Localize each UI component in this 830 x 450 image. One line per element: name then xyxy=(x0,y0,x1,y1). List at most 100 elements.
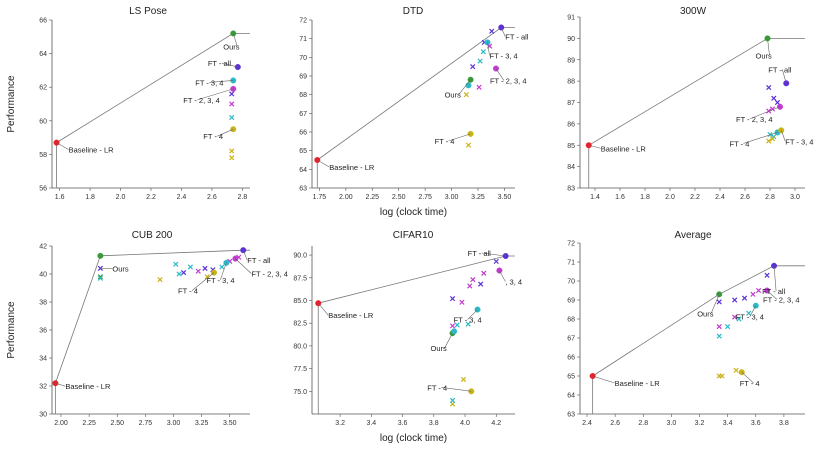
label-leader-line xyxy=(317,159,330,168)
point-label: FT - 3, 4 xyxy=(206,276,234,285)
label-leader-line xyxy=(749,305,757,317)
point-label: Ours xyxy=(112,264,129,273)
data-point-ft4-cross xyxy=(204,274,210,280)
point-label: FT - all xyxy=(768,65,792,74)
x-tick-label: 2.8 xyxy=(765,194,775,201)
point-label: FT - 2, 3, 4 xyxy=(763,296,800,305)
chart-title: DTD xyxy=(403,6,424,17)
data-point-ft34-cross xyxy=(173,261,179,267)
y-tick-label: 69 xyxy=(299,74,307,81)
label-leader-line xyxy=(592,375,615,384)
data-point-ftall-cross xyxy=(489,28,495,34)
data-point-ft234-cross xyxy=(467,283,473,289)
data-point-ftall-cross xyxy=(732,297,738,303)
point-label: FT - all xyxy=(762,287,786,296)
y-tick-label: 58 xyxy=(39,152,47,159)
y-tick-label: 80.0 xyxy=(293,343,307,350)
y-tick-label: 65 xyxy=(567,374,575,381)
point-label: FT - 4 xyxy=(740,379,760,388)
label-leader-line xyxy=(499,270,506,282)
x-tick-label: 2.6 xyxy=(610,420,620,427)
data-point-ftall-cross xyxy=(741,295,748,301)
data-point-ft34-cross xyxy=(716,333,722,339)
label-leader-line xyxy=(743,132,778,144)
y-tick-label: 63 xyxy=(567,412,575,419)
data-point-ours-cross xyxy=(97,274,103,280)
point-label: FT - all xyxy=(208,59,232,68)
data-point-ft34 xyxy=(465,82,472,89)
point-label: FT - 4 xyxy=(427,383,447,392)
data-point-ft234-cross xyxy=(470,276,476,283)
label-leader-line xyxy=(318,303,329,316)
point-label: FT - 4 xyxy=(203,132,223,141)
point-label: FT - all xyxy=(247,256,271,265)
point-label: FT - 4 xyxy=(435,137,455,146)
point-label: Ours xyxy=(697,309,714,318)
x-tick-label: 3.4 xyxy=(366,420,376,427)
point-label: FT - 4 xyxy=(178,287,198,296)
y-tick-label: 67 xyxy=(299,111,307,118)
y-tick-label: 87 xyxy=(567,100,575,107)
x-tick-label: 3.2 xyxy=(695,420,705,427)
x-tick-label: 3.0 xyxy=(790,194,800,201)
x-tick-label: 3.50 xyxy=(223,420,237,427)
pareto-frontier-line xyxy=(56,33,250,143)
chart-panel-4: CUB 200 2.00 2.25 2.50 2.75 3.00 3.25 3.50 30 32 3… xyxy=(6,230,288,427)
data-point-ftall-cross xyxy=(202,265,208,272)
y-tick-label: 42 xyxy=(39,244,47,251)
label-leader-line xyxy=(458,79,471,95)
data-point-ft234 xyxy=(230,85,237,92)
y-tick-label: 85 xyxy=(567,143,575,150)
y-tick-label: 40 xyxy=(39,272,47,279)
y-tick-label: 90 xyxy=(567,36,575,43)
label-leader-line xyxy=(221,62,238,68)
y-tick-label: 64 xyxy=(567,393,575,400)
label-leader-line xyxy=(749,106,781,120)
y-tick-label: 86 xyxy=(567,121,575,128)
x-tick-label: 3.00 xyxy=(167,420,181,427)
data-point-ft234-cross xyxy=(229,101,235,107)
x-tick-label: 2.75 xyxy=(139,420,153,427)
data-point-ft4-cross xyxy=(716,373,722,379)
data-point-ft234 xyxy=(492,65,499,72)
label-leader-line xyxy=(467,309,478,320)
data-point-ft234-cross xyxy=(459,299,465,305)
chart-panel-5: CIFAR10 3.2 3.4 3.6 3.8 4.0 4.2 75.0 77.5 80.0 82.… xyxy=(293,230,522,444)
point-label: FT - 3, 4 xyxy=(785,137,813,146)
point-label: Ours xyxy=(431,344,448,353)
label-leader-line xyxy=(495,68,505,81)
data-point-ft34-cross xyxy=(219,264,225,270)
y-tick-label: 36 xyxy=(39,328,47,335)
chart-title: LS Pose xyxy=(129,6,167,17)
data-point-ftall-cross xyxy=(764,272,770,278)
label-leader-line xyxy=(191,272,215,291)
point-label: FT - all xyxy=(468,249,492,258)
y-tick-label: 91 xyxy=(567,15,575,22)
label-leader-line xyxy=(56,142,69,150)
point-label: FT - 2, 3, 4 xyxy=(251,270,288,279)
pareto-frontier-line xyxy=(55,249,250,384)
label-leader-line xyxy=(235,258,252,274)
label-leader-line xyxy=(232,33,238,47)
x-tick-label: 2.6 xyxy=(740,194,750,201)
y-tick-label: 84 xyxy=(567,164,575,171)
y-tick-label: 62 xyxy=(39,85,47,92)
y-tick-label: 56 xyxy=(39,186,47,193)
data-point-ft234-cross xyxy=(750,291,756,297)
data-point-ft4-cross xyxy=(733,367,739,373)
x-tick-label: 3.25 xyxy=(471,194,485,201)
data-point-ft4-cross xyxy=(766,138,772,144)
label-leader-line xyxy=(441,386,472,392)
y-tick-label: 85.0 xyxy=(293,298,307,305)
data-point-ft234-cross xyxy=(449,323,456,329)
y-tick-label: 64 xyxy=(39,51,47,58)
data-point-ft234-cross xyxy=(236,254,242,260)
y-axis-label: Performance xyxy=(6,75,17,133)
y-tick-label: 68 xyxy=(299,92,307,99)
data-point-ft4-cross xyxy=(465,142,472,148)
label-leader-line xyxy=(781,69,787,84)
label-leader-line xyxy=(773,265,777,291)
y-tick-label: 34 xyxy=(39,356,47,363)
x-tick-label: 2.50 xyxy=(110,420,124,427)
x-tick-label: 3.8 xyxy=(429,420,439,427)
